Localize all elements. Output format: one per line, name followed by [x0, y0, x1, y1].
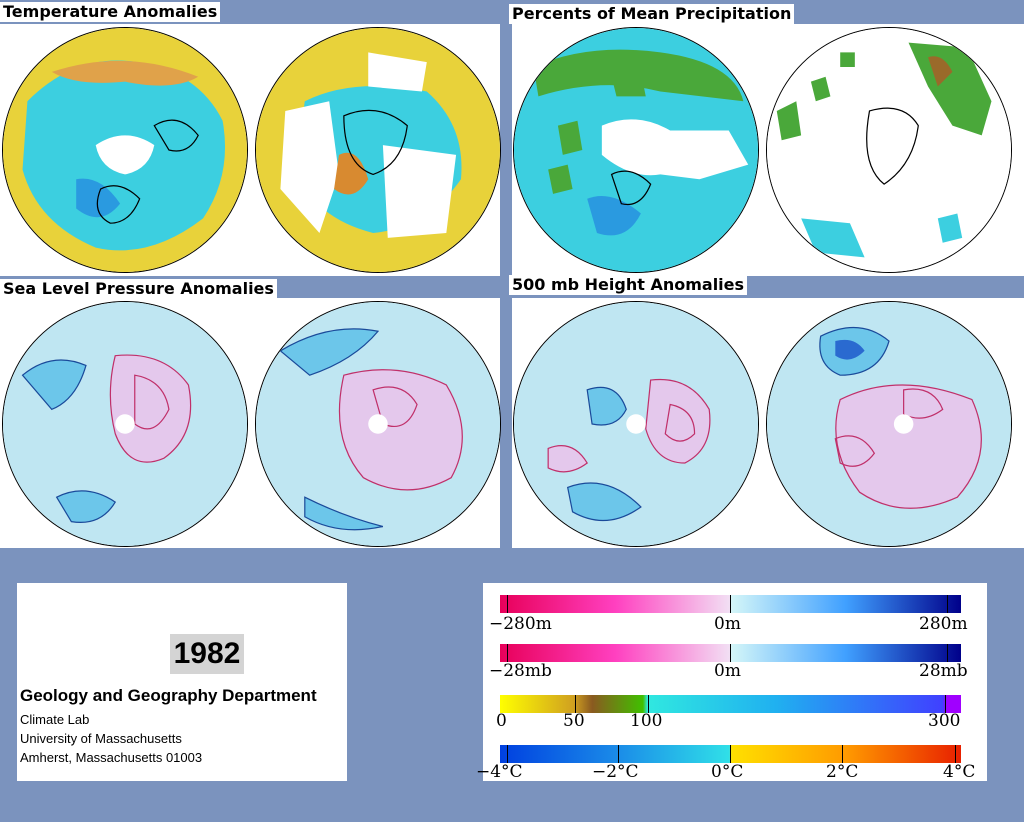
height500-title: 500 mb Height Anomalies — [509, 275, 748, 295]
pressure-label-min: −28mb — [489, 661, 552, 681]
precipitation-north-globe — [513, 27, 759, 273]
precipitation-title: Percents of Mean Precipitation — [509, 4, 795, 24]
height500-south-globe — [766, 301, 1012, 547]
height-label-min: −280m — [489, 614, 552, 634]
temperature-north-globe — [2, 27, 248, 273]
slp-north-globe — [2, 301, 248, 547]
height-label-max: 280m — [919, 614, 968, 634]
temp-label-2: 2°C — [826, 762, 859, 782]
temp-label-0: 0°C — [711, 762, 744, 782]
precip-label-300: 300 — [928, 711, 961, 731]
slp-title: Sea Level Pressure Anomalies — [0, 279, 277, 299]
temperature-south-globe — [255, 27, 501, 273]
pressure-colorbar — [500, 644, 961, 662]
temperature-title: Temperature Anomalies — [0, 2, 221, 22]
precip-label-50: 50 — [563, 711, 585, 731]
height-colorbar — [500, 595, 961, 613]
slp-south-globe — [255, 301, 501, 547]
temp-label-4: 4°C — [943, 762, 976, 782]
address-line-3: Amherst, Massachusetts 01003 — [20, 750, 203, 765]
precip-colorbar — [500, 695, 961, 713]
address-line-2: University of Massachusetts — [20, 731, 182, 746]
pressure-label-max: 28mb — [919, 661, 968, 681]
year-label: 1982 — [170, 634, 244, 674]
department-name: Geology and Geography Department — [20, 686, 317, 705]
height-label-zero: 0m — [714, 614, 741, 634]
info-box — [17, 583, 347, 781]
address-line-1: Climate Lab — [20, 712, 90, 727]
precip-label-100: 100 — [630, 711, 663, 731]
temp-label-m2: −2°C — [592, 762, 639, 782]
precipitation-south-globe — [766, 27, 1012, 273]
height500-north-globe — [513, 301, 759, 547]
temp-colorbar — [500, 745, 961, 763]
precip-label-0: 0 — [496, 711, 507, 731]
pressure-label-zero: 0m — [714, 661, 741, 681]
temp-label-m4: −4°C — [476, 762, 523, 782]
